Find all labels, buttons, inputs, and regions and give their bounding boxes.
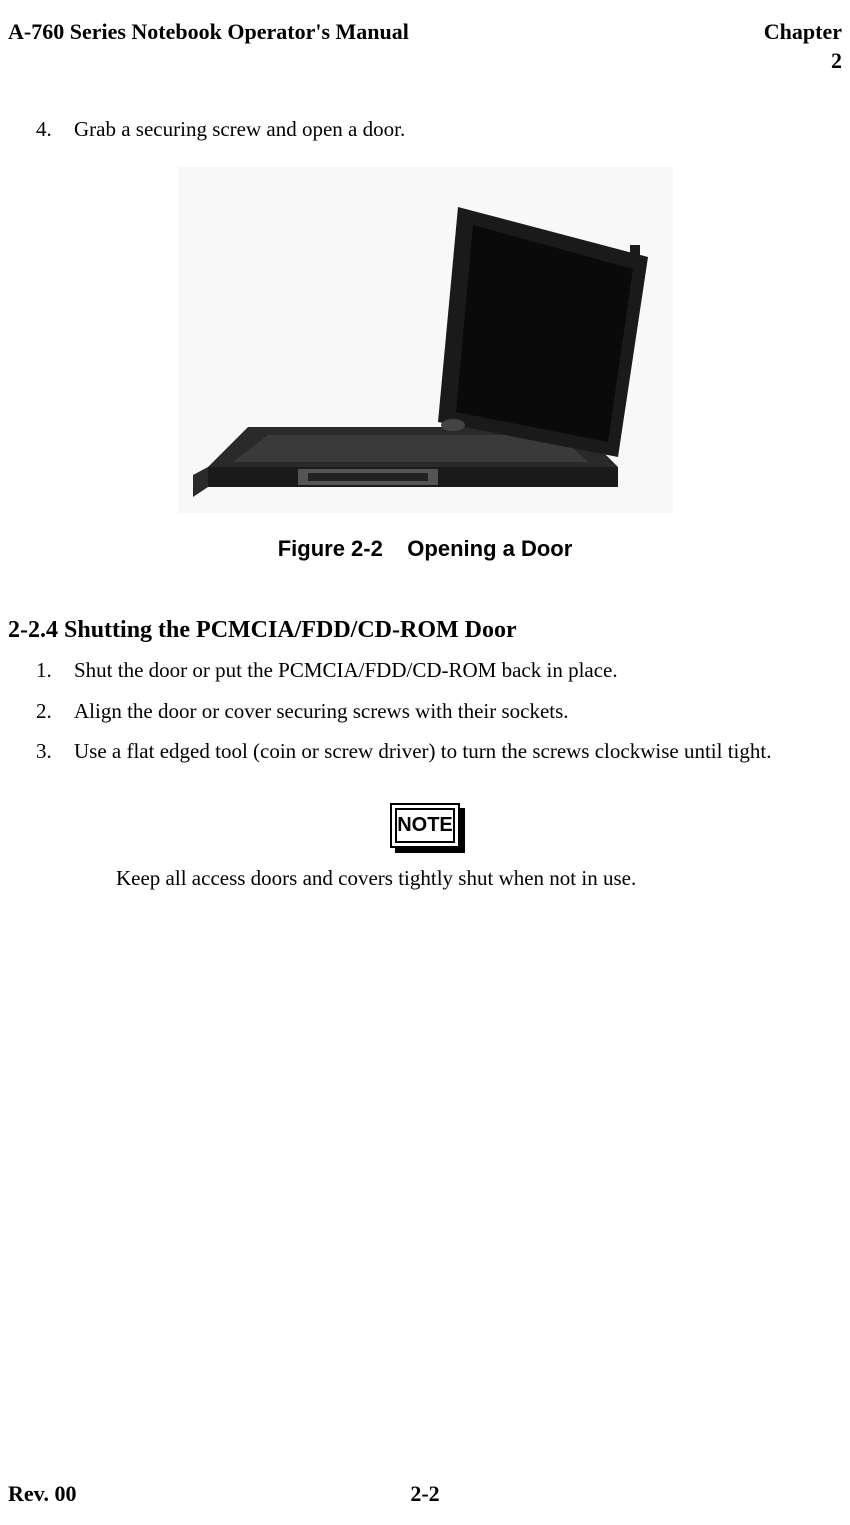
step-4: 4. Grab a securing screw and open a door… xyxy=(36,117,842,142)
figure-container: Figure 2-2 Opening a Door xyxy=(8,167,842,562)
footer-page: 2-2 xyxy=(410,1481,439,1507)
list-item-number: 3. xyxy=(36,737,74,765)
list-item-text: Align the door or cover securing screws … xyxy=(74,697,569,725)
note-container: NOTE xyxy=(390,803,460,848)
list-item: 1. Shut the door or put the PCMCIA/FDD/C… xyxy=(36,656,842,684)
figure-caption-title: Opening a Door xyxy=(407,536,572,561)
list-item-text: Shut the door or put the PCMCIA/FDD/CD-R… xyxy=(74,656,618,684)
list-item-number: 1. xyxy=(36,656,74,684)
note-label: NOTE xyxy=(395,808,455,843)
list-item-text: Use a flat edged tool (coin or screw dri… xyxy=(74,737,771,765)
laptop-illustration-icon xyxy=(178,167,673,513)
manual-title: A-760 Series Notebook Operator's Manual xyxy=(8,18,764,75)
ordered-list: 1. Shut the door or put the PCMCIA/FDD/C… xyxy=(36,656,842,765)
chapter-number: 2 xyxy=(764,47,842,76)
note-box-wrapper: NOTE xyxy=(8,803,842,848)
figure-caption: Figure 2-2 Opening a Door xyxy=(8,536,842,562)
note-text: Keep all access doors and covers tightly… xyxy=(116,866,802,891)
chapter-label-block: Chapter 2 xyxy=(764,18,842,75)
page-header: A-760 Series Notebook Operator's Manual … xyxy=(8,18,842,75)
page-footer: Rev. 00 2-2 xyxy=(8,1481,842,1507)
step-4-text: Grab a securing screw and open a door. xyxy=(74,117,405,142)
list-item: 3. Use a flat edged tool (coin or screw … xyxy=(36,737,842,765)
figure-image xyxy=(178,167,673,513)
figure-caption-prefix: Figure 2-2 xyxy=(278,536,383,561)
step-4-number: 4. xyxy=(36,117,74,142)
list-item: 2. Align the door or cover securing scre… xyxy=(36,697,842,725)
chapter-label: Chapter xyxy=(764,19,842,44)
note-outer-border: NOTE xyxy=(390,803,460,848)
footer-rev: Rev. 00 xyxy=(8,1481,76,1507)
list-item-number: 2. xyxy=(36,697,74,725)
section-heading: 2-2.4 Shutting the PCMCIA/FDD/CD-ROM Doo… xyxy=(8,617,842,644)
